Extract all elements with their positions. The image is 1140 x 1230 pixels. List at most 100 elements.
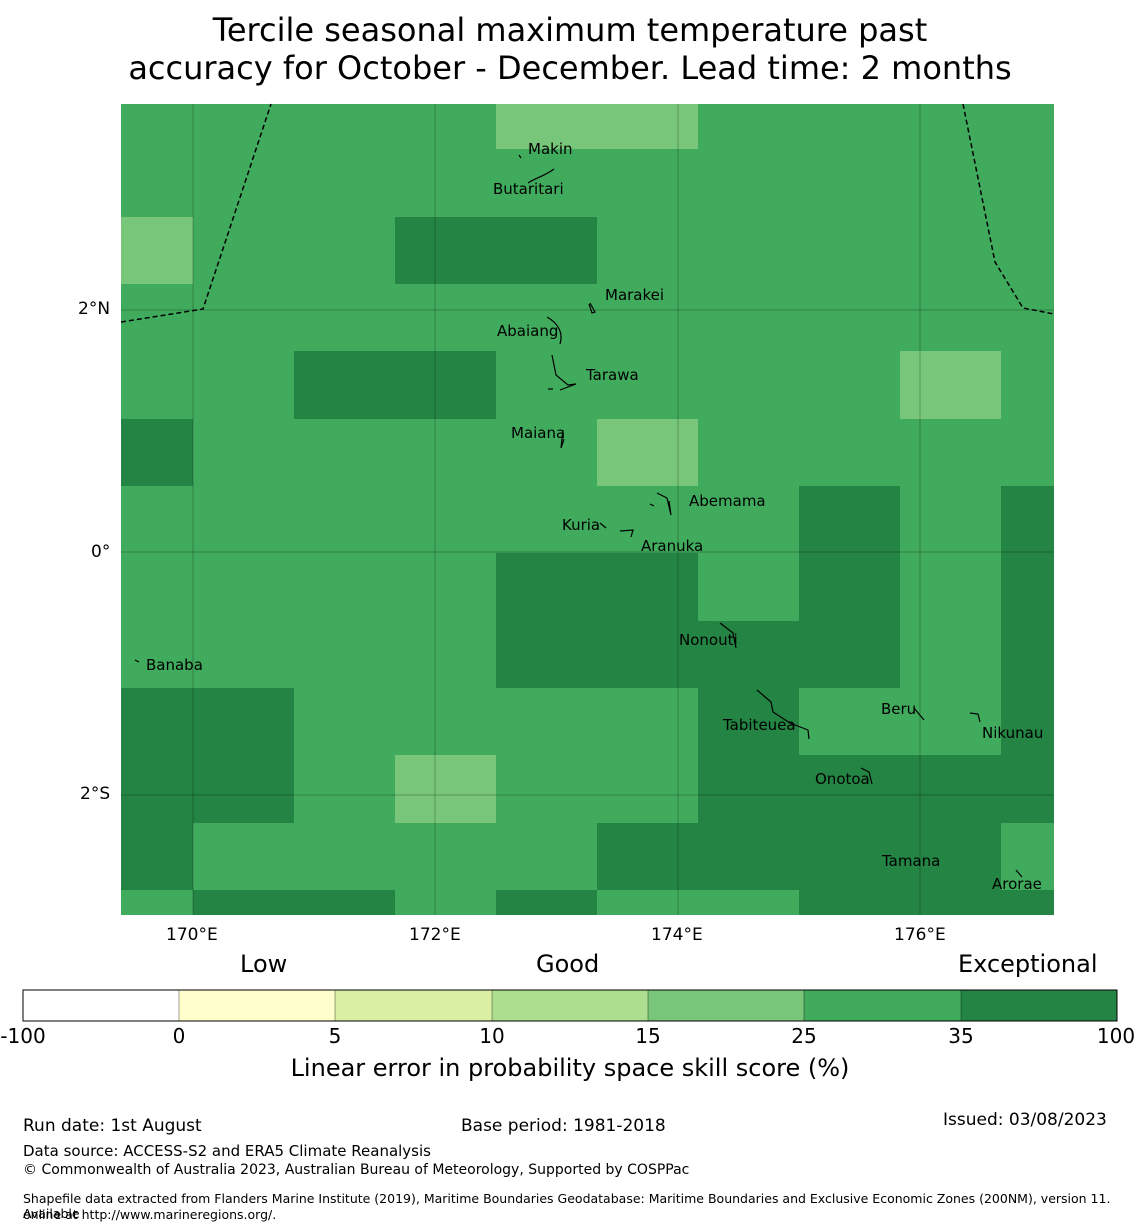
grid-cell xyxy=(799,688,1001,755)
place-label: Kuria xyxy=(562,516,600,534)
colorbar-segment xyxy=(804,990,961,1021)
grid-cell xyxy=(698,553,799,621)
grid-cell xyxy=(121,419,193,486)
grid-cell xyxy=(395,755,496,823)
grid-cell xyxy=(1001,351,1054,419)
grid-cell xyxy=(496,553,698,621)
colorbar xyxy=(22,989,1118,1022)
shapefile-credit-line-2: online at http://www.marineregions.org/. xyxy=(23,1207,277,1222)
grid-cell xyxy=(294,351,496,419)
colorbar-tick: 15 xyxy=(635,1024,661,1048)
base-period: Base period: 1981-2018 xyxy=(461,1116,666,1136)
grid-cell xyxy=(799,553,900,621)
x-tick-label: 176°E xyxy=(894,925,946,945)
grid-cell xyxy=(496,890,597,915)
place-label: Abemama xyxy=(689,492,766,510)
colorbar-category-low: Low xyxy=(240,950,288,978)
grid-cell xyxy=(597,890,799,915)
place-label: Tarawa xyxy=(585,366,639,384)
place-labels: Makin Butaritari Marakei Abaiang Tarawa … xyxy=(146,140,1043,893)
colorbar-segment xyxy=(335,990,492,1021)
place-label: Banaba xyxy=(146,656,203,674)
y-tick-label: 2°N xyxy=(78,299,111,319)
grid-cell xyxy=(900,486,1001,553)
shapefile-credit-line-1: Shapefile data extracted from Flanders M… xyxy=(23,1191,1111,1221)
colorbar-tick: 35 xyxy=(948,1024,974,1048)
grid-cell xyxy=(193,823,597,890)
grid-cell xyxy=(193,419,597,486)
grid-cell xyxy=(900,351,1001,419)
colorbar-category-good: Good xyxy=(536,950,600,978)
grid-cell xyxy=(121,890,193,915)
grid-cell xyxy=(121,149,1054,217)
grid-cell xyxy=(121,688,294,755)
graticule xyxy=(121,104,1054,915)
place-label: Tamana xyxy=(881,852,940,870)
x-tick-label: 174°E xyxy=(651,925,703,945)
title-line-2: accuracy for October - December. Lead ti… xyxy=(128,49,1012,87)
grid-cell xyxy=(496,104,698,149)
grid-cell xyxy=(496,621,900,688)
colorbar-tick: 100 xyxy=(1096,1024,1136,1048)
colorbar-title: Linear error in probability space skill … xyxy=(290,1054,850,1082)
grid-cell xyxy=(496,755,698,823)
grid-cell xyxy=(698,688,799,755)
issued-date: Issued: 03/08/2023 xyxy=(943,1110,1107,1130)
x-tick-label: 170°E xyxy=(166,925,218,945)
grid-cell xyxy=(121,104,496,149)
grid-cell xyxy=(1001,553,1054,621)
y-tick-label: 2°S xyxy=(80,784,111,804)
colorbar-tick: 10 xyxy=(479,1024,505,1048)
grid-cell xyxy=(294,688,698,755)
run-date: Run date: 1st August xyxy=(23,1116,202,1136)
grid-cell xyxy=(193,890,395,915)
y-tick-label: 0° xyxy=(91,542,111,562)
grid-cell xyxy=(698,104,1054,149)
place-label: Abaiang xyxy=(497,322,558,340)
grid-cell xyxy=(597,419,698,486)
place-label: Arorae xyxy=(992,875,1042,893)
island-outlines xyxy=(134,154,1023,878)
place-label: Nonouti xyxy=(679,631,738,649)
place-label: Beru xyxy=(881,700,916,718)
colorbar-tick: 25 xyxy=(791,1024,817,1048)
colorbar-tick: -100 xyxy=(0,1024,46,1048)
place-label: Makin xyxy=(528,140,573,158)
copyright: © Commonwealth of Australia 2023, Austra… xyxy=(23,1162,690,1178)
place-label: Tabiteuea xyxy=(722,716,796,734)
grid-cell xyxy=(799,486,900,553)
x-tick-label: 172°E xyxy=(409,925,461,945)
grid-cell xyxy=(121,823,193,890)
title-line-1: Tercile seasonal maximum temperature pas… xyxy=(212,11,928,49)
grid-cell xyxy=(121,217,193,284)
colorbar-segment xyxy=(23,990,179,1021)
colorbar-tick: 0 xyxy=(172,1024,186,1048)
grid-cell xyxy=(1001,621,1054,688)
grid-cell xyxy=(121,553,496,621)
skill-grid xyxy=(121,104,1054,915)
grid-cell xyxy=(597,823,1001,890)
grid-cell xyxy=(121,621,496,688)
colorbar-segment xyxy=(492,990,648,1021)
grid-cell xyxy=(121,351,294,419)
colorbar-tick: 5 xyxy=(328,1024,342,1048)
grid-cell xyxy=(900,621,1001,688)
place-label: Onotoa xyxy=(815,770,870,788)
place-label: Aranuka xyxy=(641,537,703,555)
grid-cell xyxy=(294,755,395,823)
grid-cell xyxy=(799,890,1054,915)
grid-cell xyxy=(395,890,496,915)
colorbar-segment xyxy=(648,990,804,1021)
colorbar-segment xyxy=(179,990,335,1021)
grid-cell xyxy=(1001,486,1054,553)
place-label: Nikunau xyxy=(982,724,1043,742)
grid-cell xyxy=(900,553,1001,621)
colorbar-category-exceptional: Exceptional xyxy=(958,950,1098,978)
place-label: Butaritari xyxy=(493,180,564,198)
grid-cell xyxy=(1001,688,1054,755)
grid-cell xyxy=(193,217,395,284)
grid-cell xyxy=(1001,823,1054,890)
grid-cell xyxy=(121,755,294,823)
place-label: Maiana xyxy=(511,424,565,442)
eez-boundary xyxy=(120,103,1055,323)
